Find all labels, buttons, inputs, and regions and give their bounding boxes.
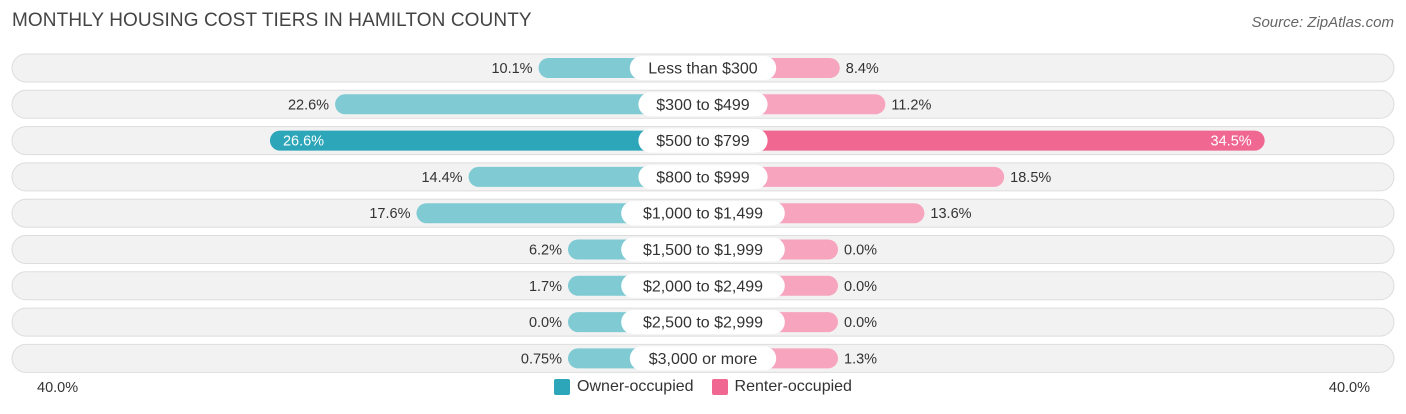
owner-value-label: 6.2% (529, 243, 562, 259)
owner-bar (269, 130, 703, 151)
legend-swatch-renter (711, 379, 728, 395)
owner-value-label: 0.0% (529, 315, 562, 331)
bar-row: $500 to $799 26.6% 34.5% (11, 126, 1395, 156)
bar-row: $800 to $999 14.4% 18.5% (11, 162, 1395, 192)
bar-row: $2,500 to $2,999 0.0% 0.0% (11, 307, 1395, 337)
category-label: $800 to $999 (656, 169, 750, 186)
renter-value-label: 18.5% (1010, 170, 1051, 186)
axis-left-label: 40.0% (37, 380, 79, 396)
category-pill (629, 56, 777, 80)
renter-value-label: 11.2% (891, 97, 931, 113)
chart-title: MONTHLY HOUSING COST TIERS IN HAMILTON C… (12, 10, 532, 31)
legend: Owner-occupied Renter-occupied (0, 378, 1406, 396)
owner-value-label: 14.4% (421, 170, 462, 186)
category-label: $2,000 to $2,499 (643, 278, 763, 295)
renter-value-label: 0.0% (844, 243, 877, 259)
category-pill (638, 92, 768, 117)
renter-bar (703, 130, 1265, 151)
category-pill (621, 237, 785, 262)
category-label: Less than $300 (648, 61, 758, 78)
category-pill (621, 201, 785, 226)
bar-row: $1,500 to $1,999 6.2% 0.0% (11, 235, 1395, 264)
renter-value-label: 0.0% (844, 279, 877, 295)
renter-bar (703, 166, 1005, 187)
legend-label-owner: Owner-occupied (577, 378, 694, 395)
category-pill (621, 310, 785, 335)
category-label: $500 to $799 (656, 133, 750, 150)
owner-bar (335, 94, 703, 115)
owner-value-label: 26.6% (283, 134, 324, 150)
category-pill (638, 164, 768, 189)
legend-item-owner[interactable]: Owner-occupied (554, 378, 694, 396)
legend-label-renter: Renter-occupied (734, 378, 852, 395)
chart-source: Source: ZipAtlas.com (1251, 14, 1394, 31)
bar-row: Less than $300 10.1% 8.4% (11, 53, 1395, 83)
category-label: $1,500 to $1,999 (643, 242, 763, 259)
category-pill (629, 346, 777, 371)
category-pill (621, 273, 785, 298)
bar-row: $3,000 or more 0.75% 1.3% (11, 343, 1395, 373)
category-pill (638, 128, 768, 153)
legend-swatch-owner (554, 379, 571, 395)
owner-value-label: 0.75% (521, 351, 562, 367)
category-label: $1,000 to $1,499 (643, 206, 763, 223)
category-label: $3,000 or more (649, 351, 758, 368)
bar-row: $1,000 to $1,499 17.6% 13.6% (11, 198, 1395, 228)
renter-value-label: 34.5% (1211, 134, 1252, 150)
renter-value-label: 8.4% (846, 61, 879, 77)
owner-value-label: 22.6% (288, 97, 329, 113)
renter-value-label: 0.0% (844, 315, 877, 331)
category-label: $2,500 to $2,999 (643, 315, 763, 332)
owner-value-label: 10.1% (491, 61, 532, 77)
bar-row: $300 to $499 22.6% 11.2% (11, 89, 1395, 119)
axis-right-label: 40.0% (1328, 380, 1370, 396)
bar-row: $2,000 to $2,499 1.7% 0.0% (11, 271, 1395, 301)
renter-value-label: 13.6% (930, 206, 971, 222)
owner-value-label: 17.6% (369, 206, 410, 222)
legend-item-renter[interactable]: Renter-occupied (711, 378, 852, 396)
category-label: $300 to $499 (656, 97, 750, 114)
owner-value-label: 1.7% (529, 279, 562, 295)
renter-value-label: 1.3% (844, 351, 877, 367)
